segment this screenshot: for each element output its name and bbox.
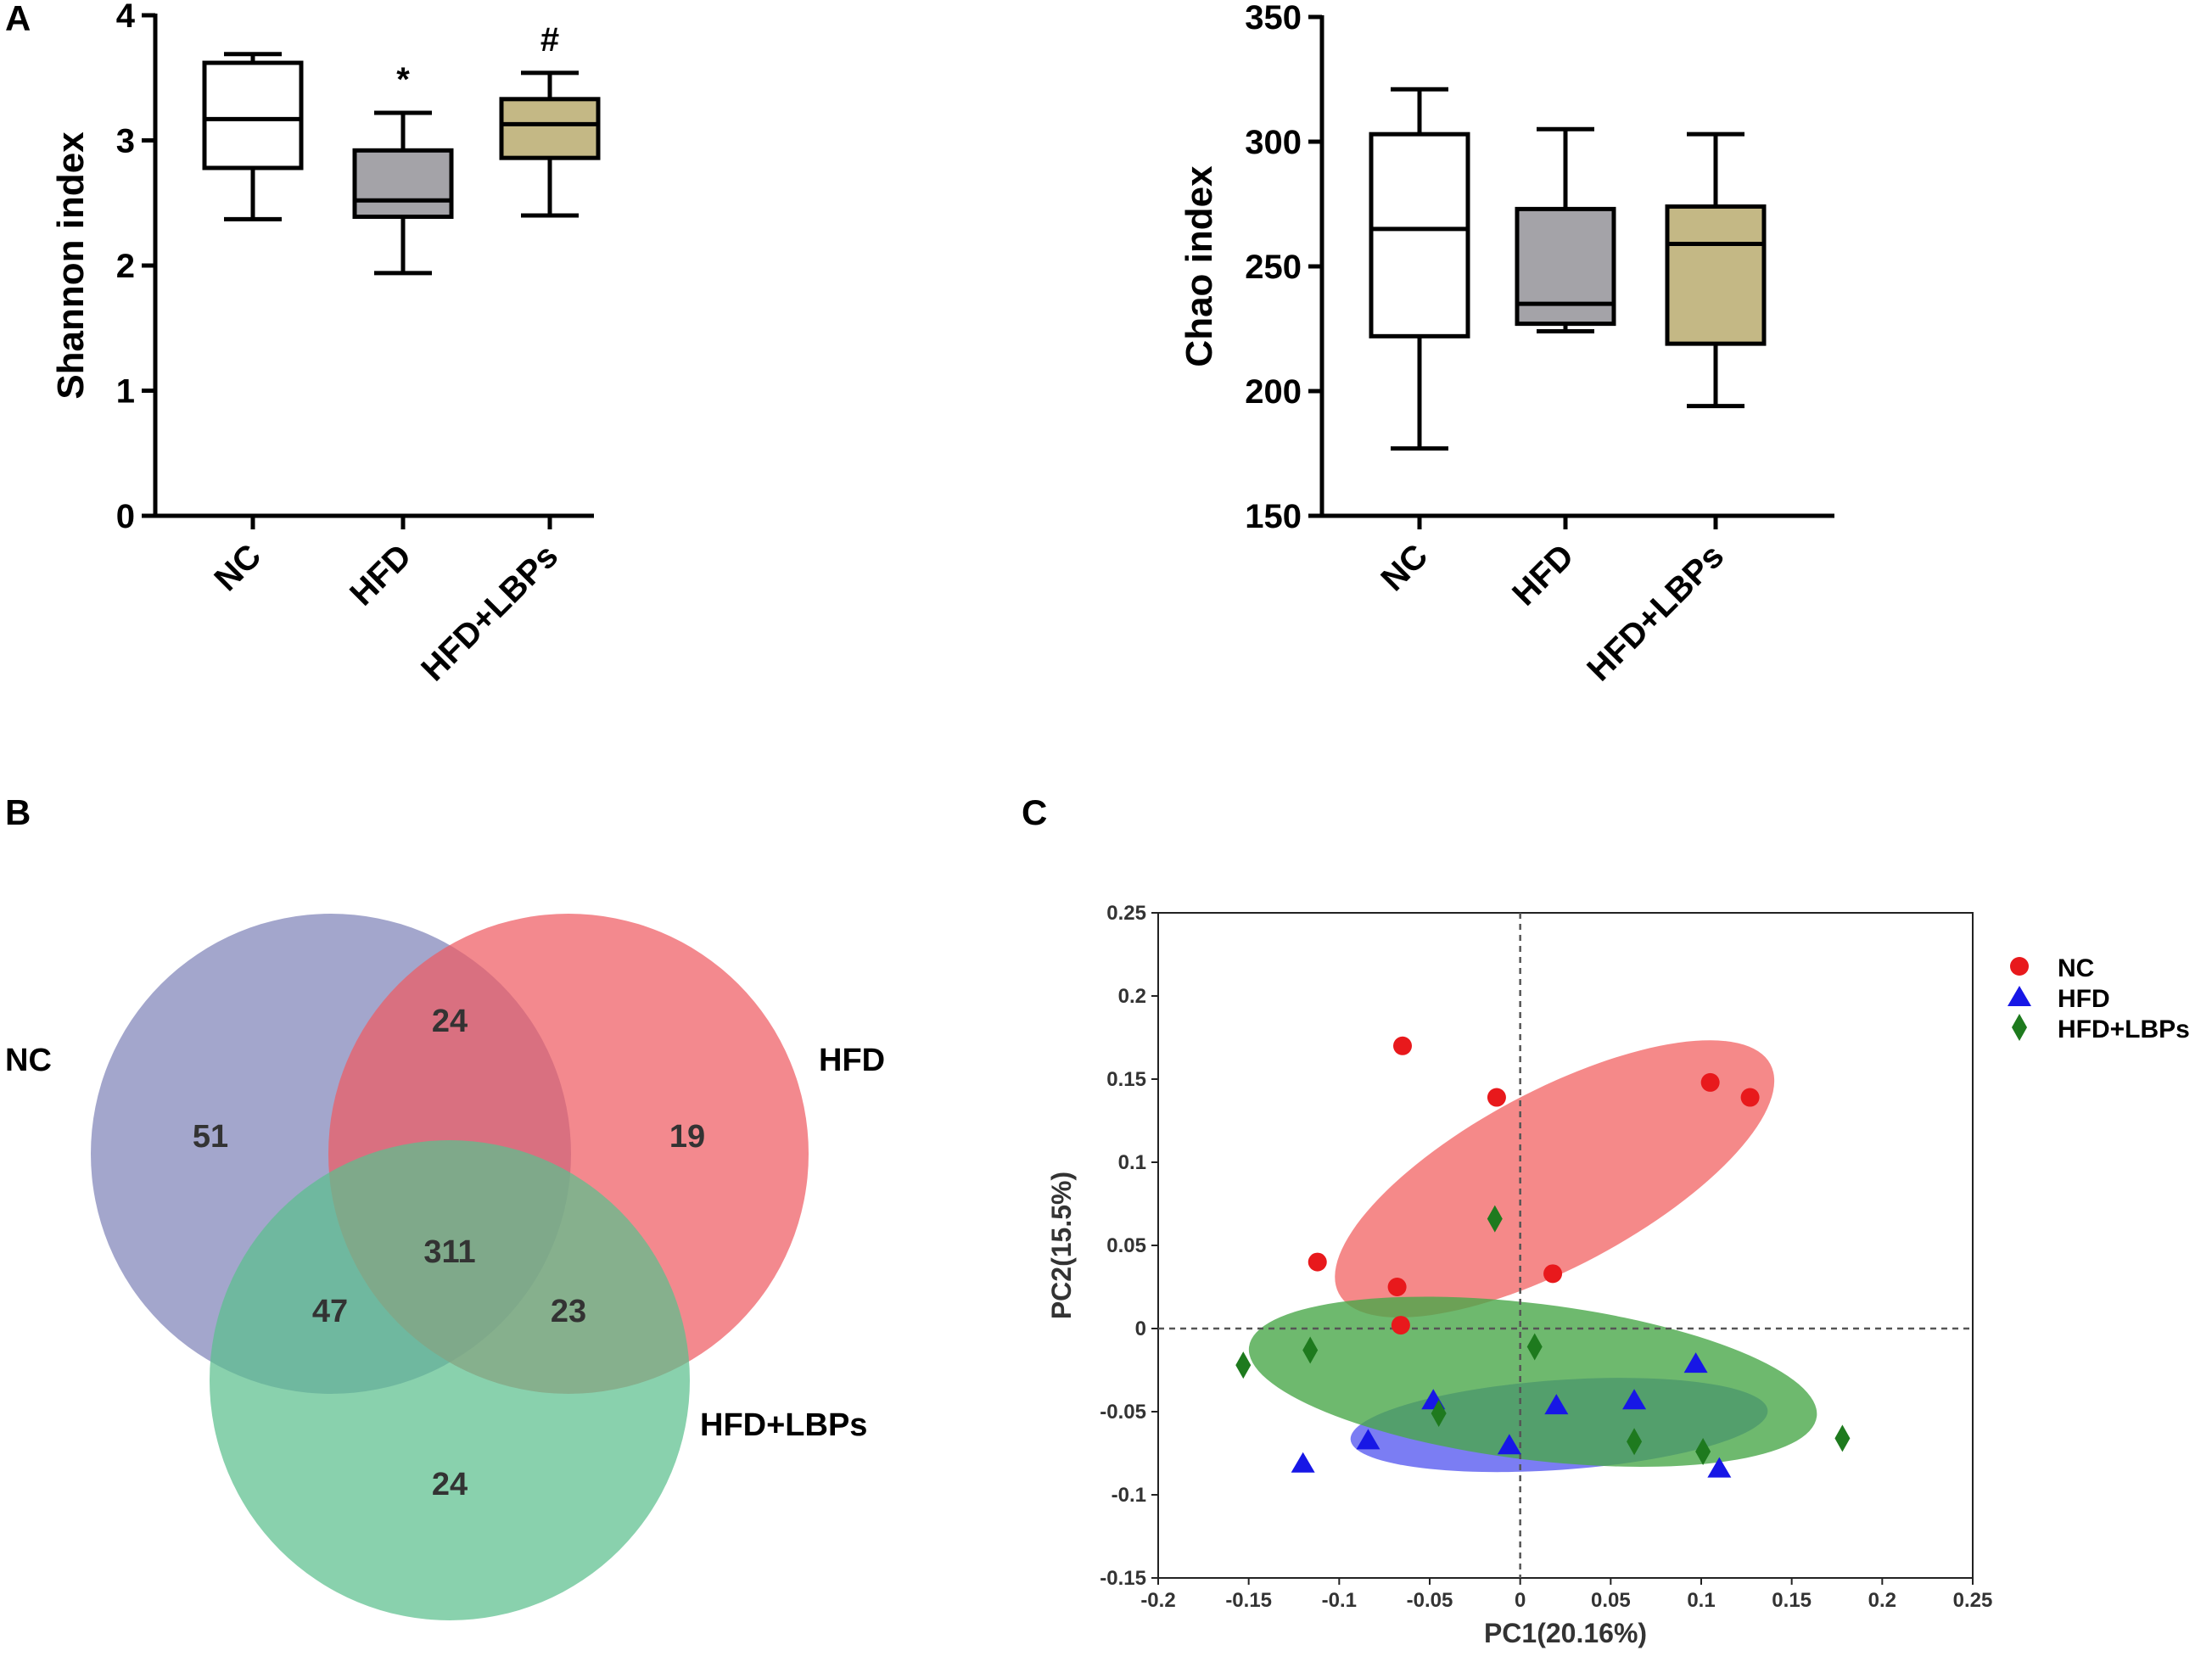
panel-letter-a: A xyxy=(5,0,31,38)
x-category-label: HFD xyxy=(343,537,418,613)
x-tick-label: 0.1 xyxy=(1687,1589,1715,1612)
y-tick-label: 3 xyxy=(116,123,135,160)
box-iqr xyxy=(1665,204,1767,346)
y-tick-label: 0.2 xyxy=(1118,985,1146,1008)
data-point-circle xyxy=(1487,1088,1506,1107)
data-point-diamond xyxy=(1431,1399,1447,1427)
x-tick-label: 0.15 xyxy=(1772,1589,1812,1612)
y-tick-label: 0.25 xyxy=(1106,902,1146,925)
y-tick-label: 0 xyxy=(116,498,135,535)
venn-label-hfd-lbps: HFD+LBPs xyxy=(700,1407,867,1443)
venn-circle-hfd-lbps xyxy=(210,1140,690,1620)
y-tick-label: -0.1 xyxy=(1112,1484,1146,1507)
y-tick-label: -0.05 xyxy=(1100,1401,1146,1424)
data-point-circle xyxy=(1740,1088,1760,1107)
box-iqr xyxy=(499,97,601,160)
box-iqr xyxy=(1515,206,1616,327)
x-tick-label: -0.2 xyxy=(1140,1589,1175,1612)
box-iqr xyxy=(1369,131,1470,338)
venn-label-hfd: HFD xyxy=(819,1043,885,1078)
legend-label: NC xyxy=(2058,954,2094,982)
shannon-box-chart: 0 1 2 3 4 Shannon index NC * HFD # HFD+LBPs xyxy=(50,0,601,688)
x-tick-label: 0.05 xyxy=(1591,1589,1631,1612)
venn-diagram: NC HFD HFD+LBPs 51 19 24 24 47 23 311 xyxy=(5,914,885,1620)
venn-count-nc-only: 51 xyxy=(193,1119,228,1155)
data-point-triangle xyxy=(1622,1389,1647,1410)
confidence-ellipse-2 xyxy=(1248,1296,1817,1467)
y-axis-title: Shannon index xyxy=(50,131,92,400)
y-tick-label: 0.15 xyxy=(1106,1068,1146,1091)
y-axis-title: PC2(15.5%) xyxy=(1046,1172,1077,1319)
data-point-diamond xyxy=(1235,1351,1252,1379)
panel-letter-c: C xyxy=(1022,792,1047,832)
data-point-circle xyxy=(1391,1316,1410,1335)
venn-label-nc: NC xyxy=(5,1043,52,1078)
x-tick-label: 0 xyxy=(1515,1589,1526,1612)
x-axis-title: PC1(20.16%) xyxy=(1484,1618,1647,1648)
legend-marker-diamond xyxy=(2012,1014,2027,1041)
data-point-triangle xyxy=(1544,1394,1569,1415)
y-tick-label: 150 xyxy=(1245,498,1302,535)
data-point-triangle xyxy=(1707,1457,1732,1478)
y-tick-label: 0 xyxy=(1135,1318,1146,1340)
x-tick-label: -0.1 xyxy=(1322,1589,1357,1612)
data-point-triangle xyxy=(1291,1452,1315,1473)
significance-marker: * xyxy=(396,61,410,98)
venn-count-lbp-only: 24 xyxy=(432,1467,468,1502)
y-tick-label: 200 xyxy=(1245,373,1302,411)
legend-marker-triangle xyxy=(2008,986,2031,1006)
data-point-circle xyxy=(1700,1072,1720,1092)
x-category-label: HFD+LBPs xyxy=(1580,537,1731,688)
confidence-ellipse-0 xyxy=(1335,1040,1775,1318)
significance-marker: # xyxy=(540,21,559,59)
y-tick-label: 4 xyxy=(116,0,136,35)
legend-marker-circle xyxy=(2010,957,2029,976)
data-point-circle xyxy=(1308,1252,1327,1272)
box-iqr xyxy=(202,60,304,171)
legend-label: HFD xyxy=(2058,985,2110,1013)
data-point-triangle xyxy=(1497,1434,1521,1455)
venn-count-nc-hfd: 24 xyxy=(432,1004,468,1039)
data-point-diamond xyxy=(1834,1424,1851,1452)
x-tick-label: 0.2 xyxy=(1868,1589,1896,1612)
data-point-triangle xyxy=(1356,1429,1380,1450)
data-point-diamond xyxy=(1487,1205,1503,1233)
pca-scatter-plot: -0.2 -0.15 -0.1 -0.05 0 0.05 0.1 0.15 0.2 0.25-0.… xyxy=(1046,902,2190,1648)
data-point-circle xyxy=(1393,1036,1412,1055)
box-iqr xyxy=(352,148,454,219)
data-point-diamond xyxy=(1695,1438,1711,1466)
venn-count-all: 311 xyxy=(423,1234,475,1270)
y-tick-label: 2 xyxy=(116,248,135,285)
data-point-diamond xyxy=(1302,1336,1319,1364)
y-tick-label: 0.05 xyxy=(1106,1234,1146,1257)
x-category-label: NC xyxy=(207,537,268,598)
data-point-diamond xyxy=(1526,1333,1543,1361)
x-category-label: HFD xyxy=(1505,537,1581,613)
x-category-label: HFD+LBPs xyxy=(414,537,565,688)
data-point-diamond xyxy=(1627,1428,1643,1456)
venn-count-hfd-only: 19 xyxy=(669,1119,705,1155)
y-tick-label: -0.15 xyxy=(1100,1567,1146,1590)
data-point-circle xyxy=(1387,1278,1407,1296)
y-tick-label: 250 xyxy=(1245,249,1302,286)
y-axis-title: Chao index xyxy=(1179,165,1220,367)
x-tick-label: 0.25 xyxy=(1953,1589,1993,1612)
venn-count-hfd-lbp: 23 xyxy=(551,1294,586,1329)
data-point-circle xyxy=(1543,1264,1563,1284)
x-tick-label: -0.15 xyxy=(1225,1589,1272,1612)
venn-count-nc-lbp: 47 xyxy=(312,1294,348,1329)
y-tick-label: 0.1 xyxy=(1118,1151,1146,1174)
legend-label: HFD+LBPs xyxy=(2058,1015,2190,1043)
y-tick-label: 1 xyxy=(116,373,135,411)
x-category-label: NC xyxy=(1374,537,1435,598)
y-tick-label: 300 xyxy=(1245,124,1302,161)
data-point-triangle xyxy=(1683,1352,1708,1373)
x-tick-label: -0.05 xyxy=(1407,1589,1453,1612)
panel-letter-b: B xyxy=(5,792,31,832)
y-tick-label: 350 xyxy=(1245,0,1302,36)
